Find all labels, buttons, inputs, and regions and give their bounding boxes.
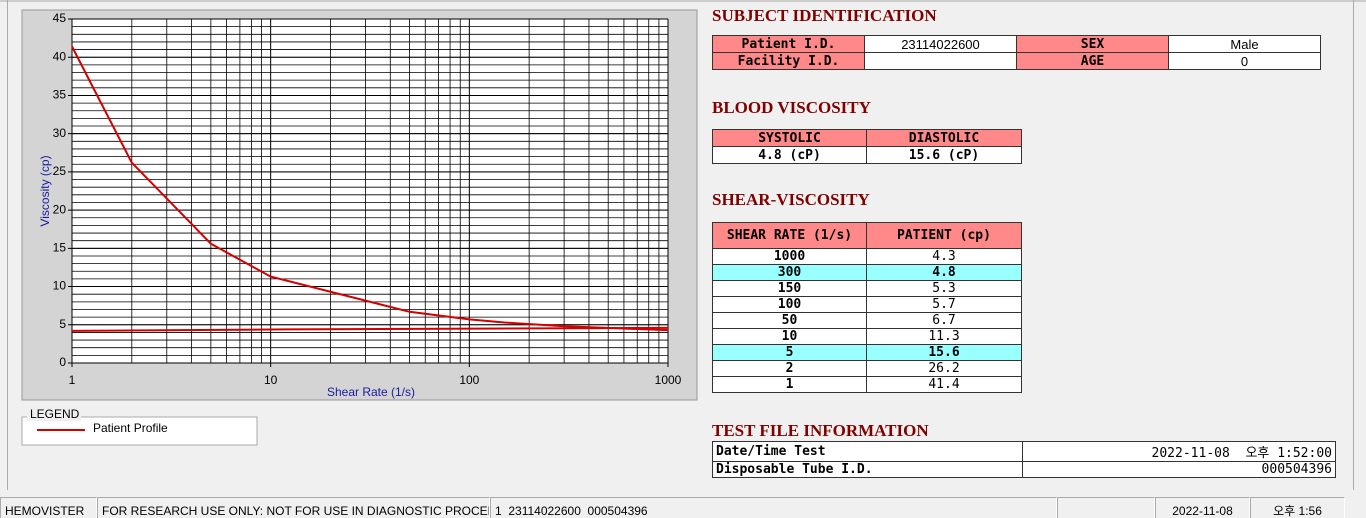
table-cell: 10 (712, 328, 867, 345)
table-row: SHEAR RATE (1/s) PATIENT (cp) (712, 222, 1022, 249)
y-tick-label: 35 (53, 88, 67, 102)
table-cell: 15.6 (866, 344, 1022, 361)
table-row: 10 11.3 (712, 328, 1022, 345)
section-title: SUBJECT IDENTIFICATION (712, 6, 937, 25)
y-tick-label: 20 (53, 202, 67, 216)
table-cell: Patient I.D. (712, 35, 865, 53)
y-tick-label: 45 (53, 11, 67, 25)
y-tick-label: 15 (53, 241, 67, 255)
table-row: 5 15.6 (712, 344, 1022, 361)
x-tick-label: 10 (264, 373, 278, 387)
table-cell: 100 (712, 296, 867, 313)
table-cell: 000504396 (1022, 461, 1336, 478)
legend-title: LEGEND (30, 407, 80, 421)
table-cell: 5.7 (866, 296, 1022, 313)
table-cell: 2022-11-08 오후 1:52:00 (1022, 441, 1336, 462)
y-tick-label: 5 (59, 317, 66, 331)
right-edge (1353, 0, 1354, 490)
table-cell: SHEAR RATE (1/s) (712, 222, 867, 249)
table-row: Disposable Tube I.D. 000504396 (712, 461, 1336, 478)
info-table: Date/Time Test 2022-11-08 오후 1:52:00 Dispo… (712, 441, 1336, 478)
legend-title-bg (27, 409, 81, 421)
y-tick-label: 25 (53, 164, 67, 178)
status-cell (1057, 497, 1155, 518)
table-row: 150 5.3 (712, 280, 1022, 297)
table-cell: Facility I.D. (712, 52, 865, 70)
table-row: Facility I.D. AGE 0 (712, 52, 1321, 70)
info-table: SHEAR RATE (1/s) PATIENT (cp) 1000 4.3 300 4.… (712, 222, 1022, 393)
status-cell: HEMOVISTER (0, 497, 97, 518)
table-cell: 23114022600 (864, 35, 1017, 53)
section-title: BLOOD VISCOSITY (712, 98, 871, 117)
x-tick-label: 100 (459, 373, 479, 387)
table-cell: 15.6 (cP) (866, 146, 1022, 164)
status-cell: 1 23114022600 000504396 (490, 497, 1057, 518)
y-tick-label: 40 (53, 49, 67, 63)
plot-area (72, 19, 668, 363)
y-tick-label: 30 (53, 126, 67, 140)
data-line (71, 326, 669, 332)
table-row: 50 6.7 (712, 312, 1022, 329)
table-row: 1 41.4 (712, 376, 1022, 393)
table-row: Date/Time Test 2022-11-08 오후 1:52:00 (712, 441, 1336, 462)
table-cell: 6.7 (866, 312, 1022, 329)
table-cell: 0 (1168, 52, 1321, 70)
table-row: 2 26.2 (712, 360, 1022, 377)
table-cell: 300 (712, 264, 867, 281)
legend-label: Patient Profile (93, 421, 168, 435)
table-cell: SEX (1016, 35, 1169, 53)
table-cell: 4.3 (866, 248, 1022, 265)
table-cell: Date/Time Test (712, 441, 1023, 462)
section-title: TEST FILE INFORMATION (712, 421, 929, 440)
table-cell: 4.8 (cP) (712, 146, 867, 164)
status-cell: FOR RESEARCH USE ONLY: NOT FOR USE IN DI… (97, 497, 490, 518)
table-row: SYSTOLIC DIASTOLIC (712, 129, 1022, 147)
top-edge (0, 0, 1366, 2)
x-tick-label: 1 (69, 373, 76, 387)
status-cell: 2022-11-08 (1155, 497, 1250, 518)
table-row: Patient I.D. 23114022600 SEX Male (712, 35, 1321, 53)
table-cell: PATIENT (cp) (866, 222, 1022, 249)
y-tick-label: 0 (59, 355, 66, 369)
info-table: SYSTOLIC DIASTOLIC 4.8 (cP) 15.6 (cP) (712, 129, 1022, 164)
y-axis-label: Viscosity (cp) (38, 155, 52, 226)
section-title: SHEAR-VISCOSITY (712, 190, 870, 209)
table-cell: 2 (712, 360, 867, 377)
table-cell: 150 (712, 280, 867, 297)
table-cell: 26.2 (866, 360, 1022, 377)
status-cell: 오후 1:56 (1250, 497, 1345, 518)
table-row: 1000 4.3 (712, 248, 1022, 265)
table-cell: 11.3 (866, 328, 1022, 345)
table-cell: 5.3 (866, 280, 1022, 297)
table-cell: Disposable Tube I.D. (712, 461, 1023, 478)
left-edge (7, 0, 8, 490)
x-tick-label: 1000 (655, 373, 682, 387)
table-row: 300 4.8 (712, 264, 1022, 281)
data-line (71, 46, 669, 332)
table-cell: SYSTOLIC (712, 129, 867, 147)
y-tick-label: 10 (53, 279, 67, 293)
table-cell: Male (1168, 35, 1321, 53)
x-axis-label: Shear Rate (1/s) (327, 385, 415, 399)
table-cell: 1 (712, 376, 867, 393)
table-cell: 5 (712, 344, 867, 361)
table-cell: 50 (712, 312, 867, 329)
table-row: 100 5.7 (712, 296, 1022, 313)
table-cell (864, 52, 1017, 70)
table-cell: 41.4 (866, 376, 1022, 393)
chart: Shear Rate (1/s) Viscosity (cp) LEGEND 0… (21, 9, 698, 446)
table-row: 4.8 (cP) 15.6 (cP) (712, 146, 1022, 164)
table-cell: 1000 (712, 248, 867, 265)
table-cell: 4.8 (866, 264, 1022, 281)
table-cell: AGE (1016, 52, 1169, 70)
table-cell: DIASTOLIC (866, 129, 1022, 147)
info-table: Patient I.D. 23114022600 SEX Male Facility I… (712, 35, 1321, 70)
